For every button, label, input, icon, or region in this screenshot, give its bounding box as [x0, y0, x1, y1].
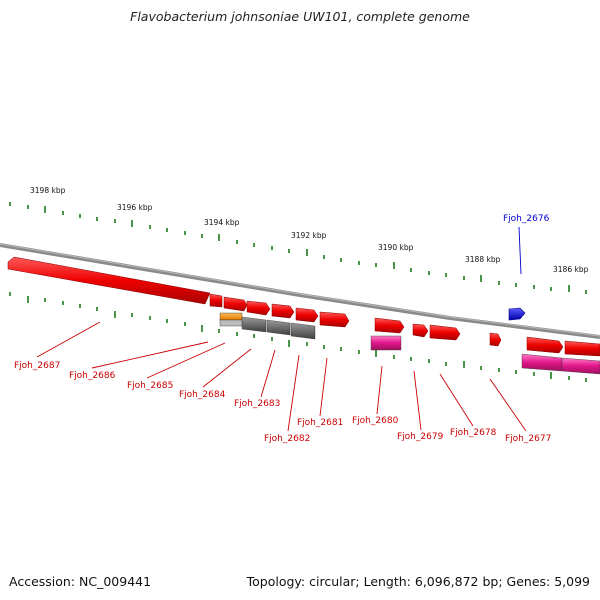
gene-label-fjoh-2685: Fjoh_2685	[127, 381, 173, 391]
feature-orange	[219, 312, 243, 321]
gene-fjoh-2684	[246, 300, 271, 316]
scale-label-3188: 3188 kbp	[465, 255, 501, 264]
gene-label-fjoh-2676: Fjoh_2676	[503, 214, 550, 224]
feature-magenta-1	[370, 335, 402, 351]
feature-gray-2	[266, 319, 291, 336]
gene-fjoh-2677-small	[489, 332, 502, 347]
genome-backbone	[0, 243, 600, 339]
scale-label-3190: 3190 kbp	[378, 243, 414, 252]
accession-label: Accession: NC_009441	[9, 574, 152, 589]
gene-fjoh-2679	[412, 323, 429, 338]
lower-tick-ruler	[9, 292, 587, 382]
scale-label-3196: 3196 kbp	[117, 203, 153, 212]
genome-summary-label: Topology: circular; Length: 6,096,872 bp…	[246, 574, 590, 589]
gene-label-fjoh-2679: Fjoh_2679	[397, 432, 444, 442]
gene-label-fjoh-2681: Fjoh_2681	[297, 418, 343, 428]
gene-fjoh-2685	[223, 296, 248, 312]
gene-fjoh-2683	[271, 303, 295, 319]
feature-gray-3	[290, 322, 316, 340]
genome-backbone-highlight	[0, 243, 600, 337]
figure-title: Flavobacterium johnsoniae UW101, complet…	[130, 9, 470, 24]
secondary-features	[219, 312, 600, 375]
gene-label-fjoh-2684: Fjoh_2684	[179, 390, 226, 400]
gene-label-fjoh-2686: Fjoh_2686	[69, 371, 116, 381]
scale-label-3194: 3194 kbp	[204, 218, 240, 227]
upper-tick-ruler	[9, 202, 587, 294]
gene-fjoh-2676	[508, 307, 526, 321]
gene-fjoh-2680	[374, 317, 405, 334]
gene-label-fjoh-2687: Fjoh_2687	[14, 361, 60, 371]
gene-fjoh-2678	[429, 324, 461, 341]
feature-gray-1	[241, 316, 267, 333]
scale-label-3198: 3198 kbp	[30, 186, 66, 195]
gene-label-fjoh-2678: Fjoh_2678	[450, 428, 497, 438]
gene-label-fjoh-2680: Fjoh_2680	[352, 416, 399, 426]
feature-orange-lower	[219, 319, 243, 327]
gene-label-fjoh-2677: Fjoh_2677	[505, 434, 551, 444]
feature-magenta-2	[521, 353, 563, 372]
leader-fjoh-2676	[518, 226, 522, 275]
forward-genes	[7, 256, 600, 357]
feature-magenta-3	[561, 357, 600, 375]
scale-label-3186: 3186 kbp	[553, 265, 589, 274]
gene-right-edge	[564, 340, 600, 357]
gene-fjoh-2677	[526, 336, 564, 354]
scale-label-3192: 3192 kbp	[291, 231, 327, 240]
gene-fjoh-2686	[209, 293, 223, 308]
gene-fjoh-2687	[7, 256, 211, 305]
gene-label-fjoh-2682: Fjoh_2682	[264, 434, 310, 444]
gene-leader-lines	[36, 321, 527, 432]
gene-fjoh-2682	[295, 307, 319, 323]
gene-label-fjoh-2683: Fjoh_2683	[234, 399, 280, 409]
gene-fjoh-2681	[319, 311, 350, 328]
